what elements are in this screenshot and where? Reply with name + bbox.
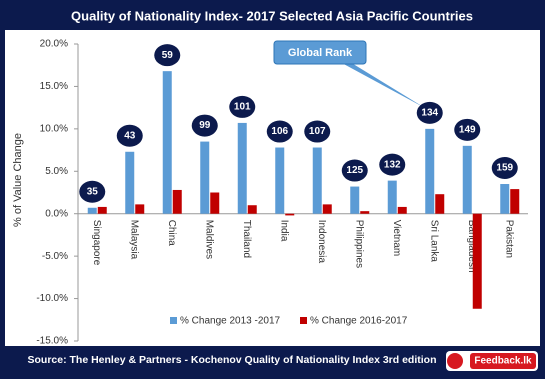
bar	[125, 151, 135, 214]
rank-label: 59	[162, 50, 174, 61]
y-tick-label: 20.0%	[40, 39, 68, 50]
y-tick-label: -5.0%	[42, 251, 68, 262]
x-tick-label: Maldives	[204, 220, 215, 259]
x-tick-label: Malaysia	[129, 220, 140, 260]
x-tick-label: China	[166, 220, 177, 247]
x-tick-label: Singapore	[91, 220, 102, 266]
legend-label: % Change 2013 -2017	[180, 316, 281, 327]
y-tick-label: -10.0%	[36, 293, 68, 304]
source: Source: The Henley & Partners - Kochenov…	[28, 354, 437, 366]
bar	[312, 147, 322, 214]
bar	[162, 71, 172, 214]
bar	[87, 207, 97, 214]
rank-label: 132	[384, 159, 401, 170]
y-tick-label: 0.0%	[45, 208, 68, 219]
logo-icon	[447, 353, 463, 369]
rank-bubble	[454, 118, 481, 141]
rank-bubble	[116, 124, 143, 147]
x-tick-label: Thailand	[241, 220, 252, 258]
bar	[247, 205, 257, 214]
bar	[172, 189, 182, 214]
rank-label: 107	[309, 126, 326, 137]
bar	[237, 122, 247, 214]
bar	[435, 194, 445, 214]
y-tick-label: 5.0%	[45, 166, 68, 177]
x-tick-label: Sri Lanka	[429, 220, 440, 263]
x-tick-label: Indonesia	[316, 220, 327, 264]
rank-bubble	[491, 157, 518, 180]
rank-bubble	[304, 120, 331, 143]
logo-text: Feedback.lk	[474, 356, 532, 367]
rank-bubble	[416, 101, 443, 124]
bar	[275, 147, 285, 214]
rank-label: 134	[421, 107, 438, 118]
x-tick-label: Philippines	[354, 220, 365, 268]
x-tick-label: Bangladesh	[466, 220, 477, 273]
y-tick-label: 15.0%	[40, 81, 68, 92]
chart-title: Quality of Nationality Index- 2017 Selec…	[71, 8, 473, 23]
rank-label: 101	[234, 102, 251, 113]
callout-text: Global Rank	[288, 47, 353, 59]
bar	[462, 145, 472, 214]
rank-bubble	[229, 95, 256, 118]
x-tick-label: Pakistan	[504, 220, 515, 258]
rank-bubble	[79, 180, 106, 203]
bar	[210, 192, 220, 214]
bar	[200, 141, 210, 214]
bar	[387, 180, 397, 214]
legend-swatch	[300, 317, 307, 324]
rank-label: 106	[271, 126, 288, 137]
bar	[360, 211, 370, 214]
rank-bubble	[379, 153, 406, 176]
y-axis-title: % of Value Change	[12, 133, 24, 227]
rank-label: 43	[124, 130, 136, 141]
bar	[472, 213, 482, 309]
rank-bubble	[266, 120, 293, 143]
bar	[97, 206, 107, 214]
bar	[322, 204, 332, 214]
bar	[425, 128, 435, 214]
rank-label: 99	[199, 120, 211, 131]
bar	[285, 213, 295, 216]
x-tick-label: India	[279, 220, 290, 242]
rank-label: 149	[459, 124, 476, 135]
x-tick-label: Vietnam	[391, 220, 402, 257]
rank-bubble	[341, 159, 368, 182]
bar	[397, 206, 407, 214]
bar	[135, 204, 145, 214]
callout	[273, 40, 367, 65]
rank-bubble	[191, 114, 218, 137]
y-tick-label: -15.0%	[36, 336, 68, 347]
bar	[500, 184, 510, 214]
rank-label: 125	[346, 165, 363, 176]
y-tick-label: 10.0%	[40, 123, 68, 134]
logo-band	[470, 353, 536, 369]
rank-label: 35	[87, 186, 99, 197]
bar	[510, 189, 520, 214]
rank-bubble	[154, 44, 181, 67]
bar	[350, 186, 360, 214]
rank-label: 159	[496, 163, 513, 174]
legend-swatch	[170, 317, 177, 324]
legend-label: % Change 2016-2017	[310, 316, 408, 327]
